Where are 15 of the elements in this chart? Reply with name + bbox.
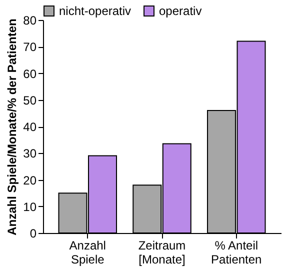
y-tick-label: 30 — [23, 146, 37, 161]
legend-label: nicht-operativ — [59, 4, 132, 18]
y-tick-label: 70 — [23, 40, 37, 54]
x-tick-label: % Anteil Patienten — [211, 238, 262, 266]
y-tick-label: 80 — [23, 14, 37, 28]
legend-label: operativ — [159, 4, 202, 18]
y-tick-label: 10 — [23, 200, 37, 214]
y-tick-label: 20 — [23, 173, 37, 188]
y-tick-label: 60 — [23, 66, 37, 81]
x-tick-label: Anzahl Spiele — [69, 238, 106, 266]
y-tick-label: 40 — [23, 120, 37, 134]
x-tick-label: Zeitraum [Monate] — [138, 238, 186, 266]
y-tick-label: 0 — [30, 226, 37, 240]
y-tick-label: 50 — [23, 93, 37, 108]
y-axis-title: Anzahl Spiele/Monate/% der Patienten — [5, 18, 20, 236]
